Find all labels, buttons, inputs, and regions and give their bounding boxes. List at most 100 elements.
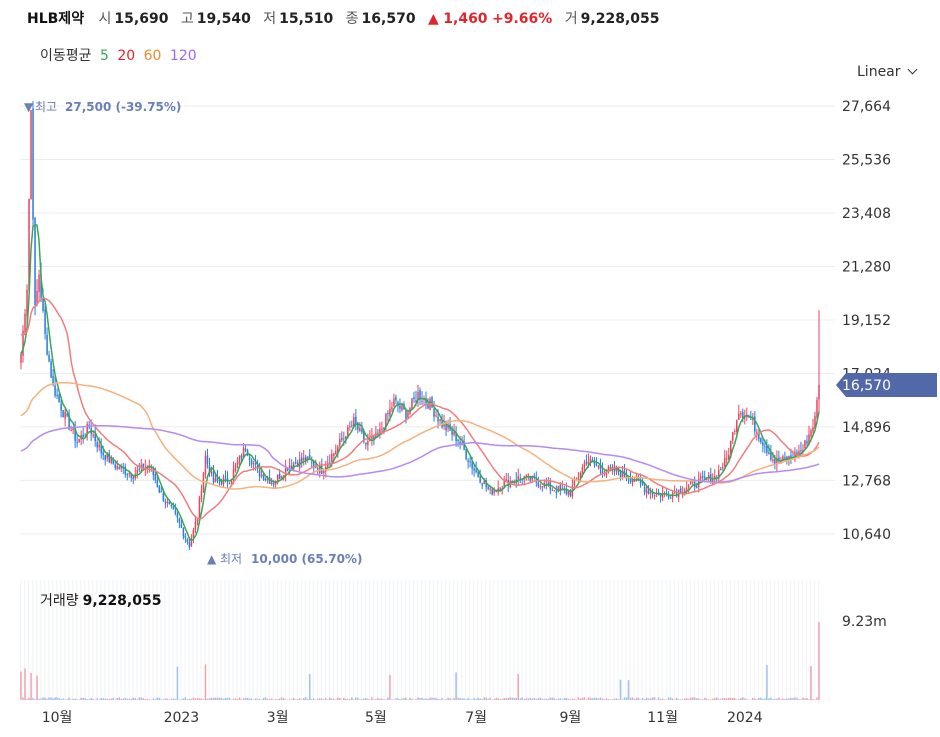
candle-body (343, 438, 345, 440)
volume-bar (505, 698, 507, 700)
volume-bar (567, 698, 570, 700)
volume-stripe (60, 580, 62, 700)
volume-bar (455, 672, 457, 700)
volume-bar (792, 698, 794, 700)
volume-stripe (28, 580, 30, 700)
volume-bar (226, 697, 229, 700)
candle-body (417, 391, 419, 401)
volume-bar (529, 697, 532, 700)
y-tick-label: 21,280 (842, 259, 891, 275)
volume-bar (713, 698, 716, 700)
volume-bar (246, 697, 249, 700)
volume-bar (457, 697, 459, 700)
volume-stripe (244, 580, 246, 700)
candle-body (529, 476, 532, 481)
candle-body (381, 428, 383, 430)
volume-bar (687, 698, 690, 700)
volume-bar (186, 699, 189, 700)
volume-bar (451, 699, 453, 700)
volume-bar (421, 698, 423, 700)
volume-stripe (80, 580, 82, 700)
candle-body (776, 458, 778, 466)
candle-body (553, 490, 556, 492)
candle-body (114, 464, 116, 468)
candle-body (415, 400, 417, 402)
candle-body (796, 452, 798, 456)
volume-bar (198, 698, 201, 700)
volume-bar (491, 699, 493, 700)
candle-body (373, 436, 375, 439)
candle-body (631, 480, 634, 483)
volume-stripe (521, 580, 523, 700)
candle-body (160, 491, 163, 493)
volume-bar (709, 699, 712, 700)
volume-stripe (68, 580, 70, 700)
candle-body (216, 477, 219, 481)
volume-bar (810, 666, 812, 700)
candle-body (236, 461, 239, 466)
ma5-legend[interactable]: 5 (99, 48, 109, 64)
candle-body (551, 490, 554, 492)
volume-bar (320, 698, 323, 700)
ma60-legend[interactable]: 60 (143, 48, 162, 64)
candle-body (30, 110, 32, 200)
volume-stripe (613, 580, 615, 700)
volume-bar (461, 698, 463, 700)
volume-bar (298, 698, 301, 700)
candle-body (252, 463, 255, 465)
candle-body (758, 433, 760, 440)
candle-body (158, 486, 161, 493)
volume-bar (738, 699, 740, 700)
candle-body (76, 441, 78, 443)
candle-body (60, 403, 62, 411)
candle-body (224, 476, 227, 478)
candle-body (54, 385, 56, 396)
ma120-legend[interactable]: 120 (169, 48, 197, 64)
candle-body (615, 468, 618, 472)
volume-stripe (549, 580, 551, 700)
volume-bar (579, 698, 582, 700)
candle-body (808, 434, 810, 445)
candle-body (539, 485, 542, 487)
volume-bar (631, 697, 634, 700)
volume-stripe (545, 580, 547, 700)
candle-body (74, 427, 76, 442)
volume-stripe (48, 580, 50, 700)
candle-body (413, 397, 415, 400)
scale-selector[interactable]: Linear (857, 64, 917, 80)
volume-bar (447, 697, 449, 700)
volume-stripe (392, 580, 395, 700)
candle-body (439, 419, 441, 421)
candle-body (802, 449, 804, 452)
volume-bar (415, 698, 417, 700)
candle-body (278, 473, 281, 479)
volume-stripe (637, 580, 639, 700)
up-arrow-icon: ▲ (428, 11, 439, 27)
volume-stripe (761, 580, 764, 700)
volume-stripe (272, 580, 274, 700)
volume-stripe (352, 580, 355, 700)
volume-bar (740, 698, 742, 700)
candle-body (505, 478, 507, 482)
volume-bar (120, 698, 123, 700)
ma20-legend[interactable]: 20 (117, 48, 136, 64)
candle-body (621, 470, 624, 478)
candle-body (40, 273, 42, 298)
volume-bar (711, 698, 714, 700)
volume-stripe (308, 580, 310, 700)
volume-bar (132, 697, 135, 700)
volume-bar (140, 697, 143, 700)
volume-stripe (356, 580, 359, 700)
volume-bar (88, 699, 90, 700)
volume-bar (465, 699, 467, 700)
volume-bar (543, 699, 546, 700)
volume-bar (54, 697, 56, 700)
volume-bar (746, 699, 748, 700)
candle-body (780, 460, 782, 463)
candle-body (341, 438, 343, 441)
volume-stripe (557, 580, 559, 700)
volume-stripe (224, 580, 226, 700)
volume-bar (365, 698, 367, 700)
volume-bar (351, 697, 353, 700)
